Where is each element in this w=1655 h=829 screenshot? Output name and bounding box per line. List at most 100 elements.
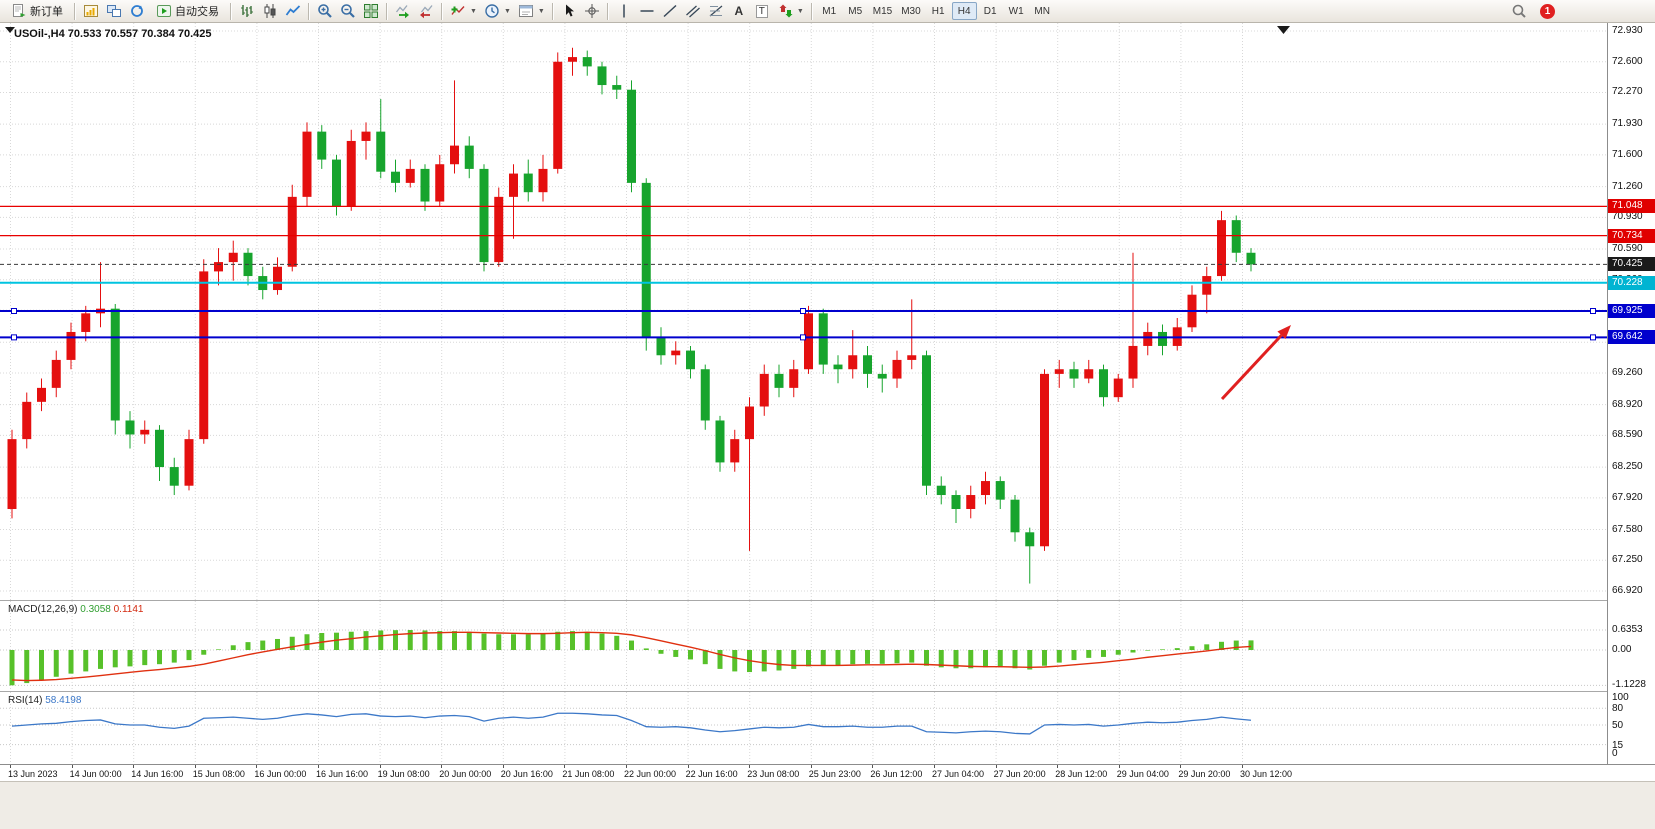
price-chart-pane[interactable]: USOil-,H4 70.533 70.557 70.384 70.425 [0,23,1607,600]
timeframe-m30-button[interactable]: M30 [897,2,924,20]
time-axis-tick [10,765,11,768]
auto-scroll-button[interactable] [392,1,414,21]
trend-arrow-annotation[interactable] [1220,325,1291,401]
rsi-pane[interactable]: RSI(14) 58.4198 [0,691,1607,764]
chart-shift-button[interactable] [415,1,437,21]
toolbar-separator [551,2,554,20]
indicators-icon [450,3,466,19]
crosshair-button[interactable] [581,1,603,21]
price-axis-label: 69.260 [1612,366,1643,378]
channel-tool-button[interactable] [682,1,704,21]
indicators-button[interactable]: ▼ [447,1,480,21]
line-chart-button[interactable] [282,1,304,21]
periods-button[interactable]: ▼ [481,1,514,21]
macd-signal-value: 0.1141 [113,604,144,615]
chevron-down-icon: ▼ [537,7,545,15]
new-chart-button[interactable] [80,1,102,21]
vertical-line-tool-button[interactable] [613,1,635,21]
price-axis-label: 70.590 [1612,243,1643,255]
time-axis-label: 27 Jun 04:00 [932,769,985,779]
candlestick-chart-button[interactable] [259,1,281,21]
price-axis-label: 68.590 [1612,429,1643,441]
toolbar-separator [810,2,813,20]
time-axis-tick [995,765,997,768]
macd-canvas[interactable] [0,601,1607,691]
text-tool-icon: A [734,4,744,18]
notification-badge[interactable]: 1 [1540,3,1555,19]
price-axis-label: 67.250 [1612,554,1643,566]
candlestick-chart-icon [262,3,278,19]
tile-windows-button[interactable] [360,1,382,21]
text-tool-button[interactable]: A [728,1,750,21]
timeframe-h1-button[interactable]: H1 [926,2,951,20]
horizontal-line-icon [639,3,655,19]
timeframe-d1-button[interactable]: D1 [978,2,1003,20]
time-axis-tick [441,765,443,768]
timeframe-w1-button[interactable]: W1 [1004,2,1029,20]
time-axis-label: 14 Jun 16:00 [131,769,184,779]
cursor-button[interactable] [558,1,580,21]
timeframe-h4-button[interactable]: H4 [951,2,977,20]
price-axis-label: 68.250 [1612,461,1643,473]
macd-title: MACD(12,26,9) 0.3058 0.1141 [8,604,143,615]
autotrade-button[interactable]: 自动交易 [149,1,226,21]
trendline-tool-button[interactable] [659,1,681,21]
arrows-tool-button[interactable]: ▼ [774,1,807,21]
chart-shift-marker[interactable] [1277,26,1290,34]
time-axis-label: 20 Jun 00:00 [439,769,492,779]
refresh-button[interactable] [126,1,148,21]
price-box-70.734: 70.734 [1608,228,1655,243]
auto-scroll-icon [395,3,411,19]
timeframe-mn-button[interactable]: MN [1030,2,1055,20]
timeframe-m15-button[interactable]: M15 [869,2,896,20]
toolbar: 新订单 自动交易 ▼ ▼ ▼ A T ▼ M1 M5 M15 M30 H1 H4… [0,0,1655,23]
profiles-button[interactable] [103,1,125,21]
time-axis-label: 19 Jun 08:00 [377,769,430,779]
zoom-in-button[interactable] [314,1,336,21]
fibonacci-tool-button[interactable] [705,1,727,21]
price-chart-canvas[interactable] [0,23,1607,600]
time-axis-tick [1118,765,1120,768]
chevron-down-icon: ▼ [503,7,511,15]
price-axis-label: 71.600 [1612,148,1643,160]
price-box-69.925: 69.925 [1608,304,1655,318]
timeframe-m5-button[interactable]: M5 [843,2,868,20]
toolbar-separator [308,2,310,20]
rsi-axis-label: 0 [1612,748,1618,759]
templates-button[interactable]: ▼ [515,1,548,21]
macd-histogram [9,629,1254,686]
price-box-71.048: 71.048 [1608,199,1655,214]
price-axis-label: 71.260 [1612,180,1643,192]
macd-signal-line [11,631,1252,682]
trendline-icon [662,3,678,19]
zoom-out-icon [340,3,356,19]
time-axis[interactable]: 13 Jun 2023 14 Jun 00:00 14 Jun 16:00 15 Ju… [0,764,1655,781]
time-axis-tick [872,765,874,768]
hline-69.925[interactable] [0,308,1607,314]
hline-69.642[interactable] [0,334,1607,341]
vertical-line-icon [616,3,632,19]
time-axis-label: 26 Jun 12:00 [870,769,923,779]
rsi-title: RSI(14) 58.4198 [8,695,81,706]
zoom-out-button[interactable] [337,1,359,21]
rsi-canvas[interactable] [0,692,1607,764]
time-axis-label: 21 Jun 08:00 [562,769,615,779]
macd-label: MACD(12,26,9) [8,604,78,615]
time-axis-tick [934,765,935,768]
time-axis-label: 16 Jun 00:00 [254,769,307,779]
rsi-value: 58.4198 [45,695,82,706]
search-button[interactable] [1508,1,1530,21]
time-axis-tick [379,765,381,768]
time-axis-tick [1057,765,1059,768]
time-axis-label: 14 Jun 00:00 [69,769,122,779]
new-chart-icon [83,3,99,19]
macd-pane[interactable]: MACD(12,26,9) 0.3058 0.1141 [0,600,1607,691]
new-order-button[interactable]: 新订单 [4,1,70,21]
bar-chart-button[interactable] [236,1,258,21]
horizontal-line-tool-button[interactable] [636,1,658,21]
timeframe-m1-button[interactable]: M1 [817,2,842,20]
bar-chart-icon [239,3,255,19]
text-label-tool-button[interactable]: T [751,1,773,21]
price-axis[interactable]: 72.930 72.600 72.270 71.930 71.600 71.260 70.9… [1607,23,1655,764]
text-label-icon: T [755,4,768,18]
